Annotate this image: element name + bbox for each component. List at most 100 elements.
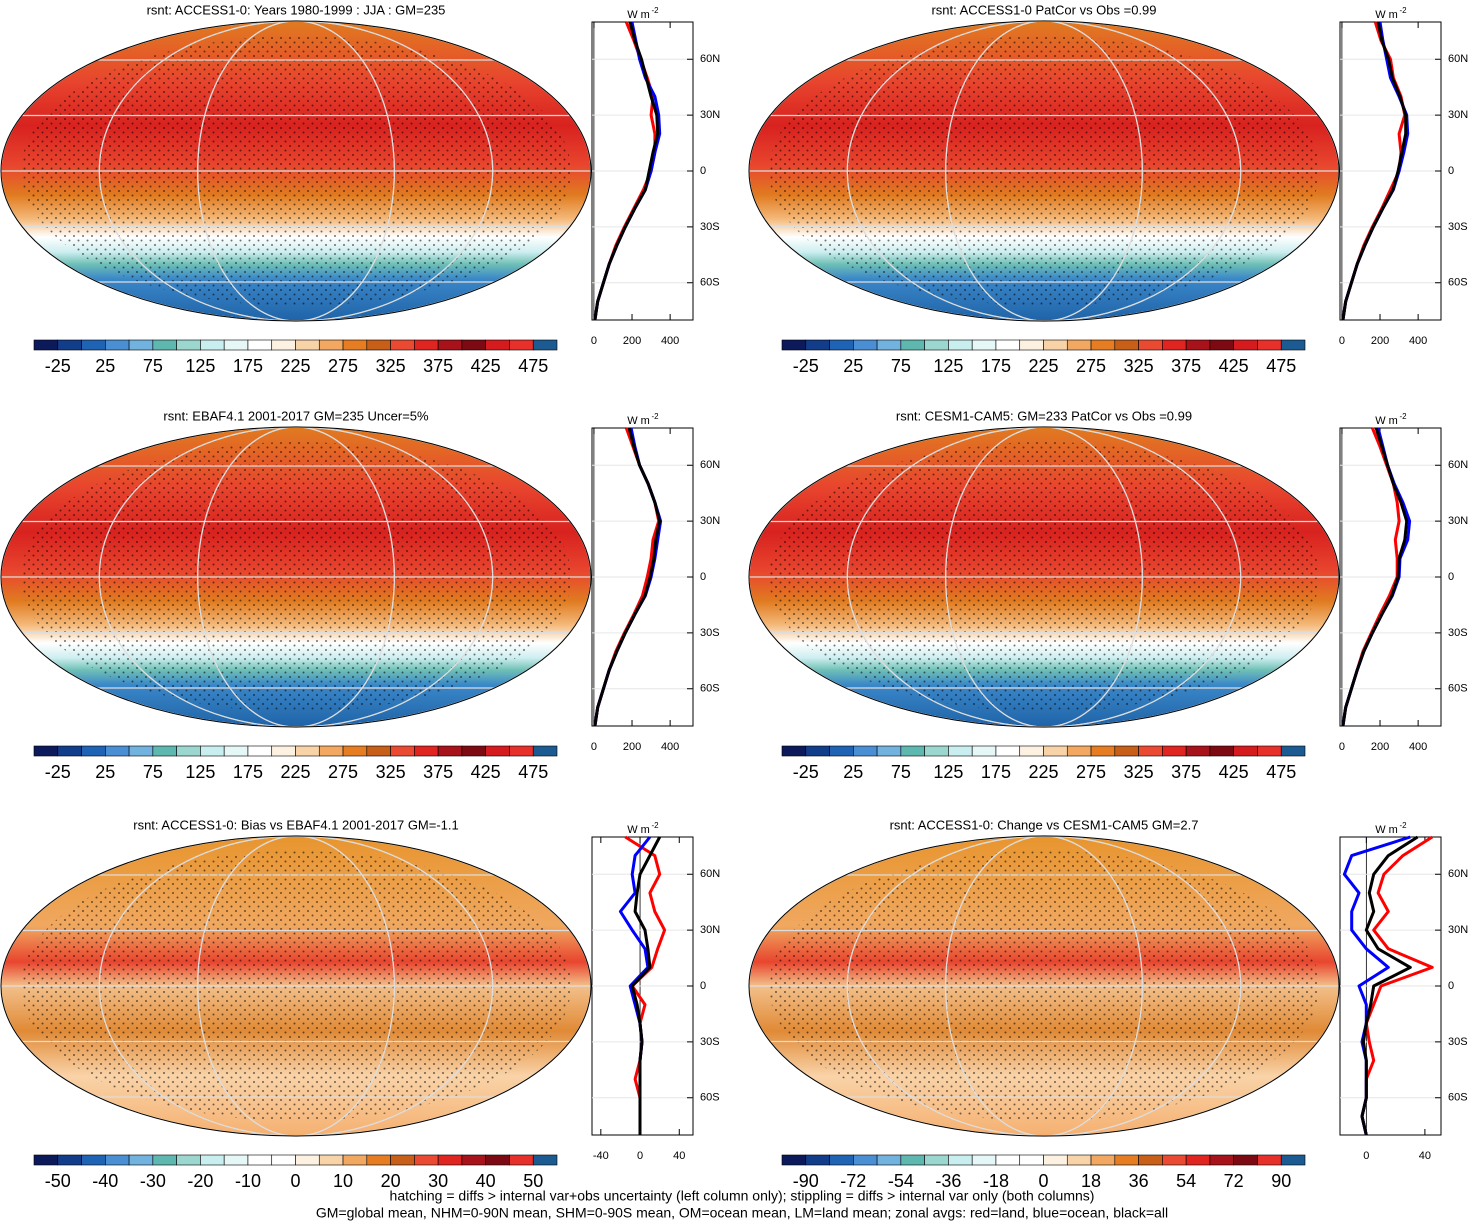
colorbar-box — [342, 339, 368, 351]
colorbar-label: 72 — [1224, 1171, 1244, 1191]
unit-power: -2 — [652, 6, 660, 15]
y-tick-label: 30N — [1448, 109, 1468, 121]
colorbar-box — [81, 339, 106, 351]
colorbar-label: 475 — [518, 356, 548, 376]
colorbar-box — [1043, 745, 1068, 757]
colorbar-label: 225 — [1028, 762, 1058, 782]
colorbar-label: 375 — [423, 762, 453, 782]
x-tick-label: 400 — [661, 741, 679, 753]
colorbar-box — [924, 339, 949, 351]
colorbar-label: 375 — [1171, 356, 1201, 376]
colorbar-box — [1114, 1154, 1139, 1166]
colorbar-label: 75 — [143, 356, 163, 376]
note: GM=global mean, NHM=0-90N mean, SHM=0-90… — [316, 1205, 1168, 1221]
colorbar-box — [461, 1154, 486, 1166]
colorbar-box — [1185, 1154, 1211, 1166]
colorbar-box — [271, 339, 296, 351]
colorbar-label: 175 — [233, 762, 263, 782]
y-tick-label: 30N — [1448, 924, 1468, 936]
colorbar-box — [876, 1154, 902, 1166]
colorbar-box — [829, 1154, 854, 1166]
colorbar-box — [390, 339, 415, 351]
colorbar-box — [853, 339, 878, 351]
colorbar-box — [437, 745, 463, 757]
colorbar-label: -72 — [840, 1171, 866, 1191]
colorbar-box — [900, 745, 925, 757]
y-tick-label: 30N — [700, 515, 720, 527]
colorbar-box — [532, 745, 558, 757]
colorbar-box — [900, 1154, 925, 1166]
colorbar-box — [805, 339, 830, 351]
colorbar-box — [971, 1154, 997, 1166]
colorbar-box — [33, 1154, 59, 1166]
colorbar-box — [200, 339, 225, 351]
colorbar-label: 425 — [471, 356, 501, 376]
colorbar-label: 325 — [1124, 762, 1154, 782]
colorbar-label: 25 — [95, 356, 115, 376]
colorbar-box — [200, 745, 225, 757]
colorbar-label: 30 — [428, 1171, 448, 1191]
colorbar-label: -30 — [140, 1171, 166, 1191]
colorbar-label: 225 — [280, 762, 310, 782]
colorbar-box — [200, 1154, 225, 1166]
colorbar-label: -25 — [793, 356, 819, 376]
unit-label: W m — [627, 824, 650, 836]
colorbar-box — [1233, 339, 1258, 351]
profile-line — [1341, 427, 1409, 727]
colorbar-box — [33, 339, 59, 351]
colorbar-box — [1066, 1154, 1092, 1166]
colorbar-label: 10 — [333, 1171, 353, 1191]
colorbar-box — [924, 1154, 949, 1166]
map-border — [748, 20, 1340, 322]
colorbar-label: 25 — [95, 762, 115, 782]
unit-label: W m — [1375, 9, 1398, 21]
x-tick-label: 40 — [673, 1150, 685, 1162]
panel-title: rsnt: ACCESS1-0 PatCor vs Obs =0.99 — [931, 2, 1156, 17]
colorbar-box — [1280, 745, 1306, 757]
colorbar-box — [318, 1154, 344, 1166]
colorbar-box — [247, 1154, 273, 1166]
colorbar-label: 475 — [1266, 356, 1296, 376]
colorbar-label: -18 — [983, 1171, 1009, 1191]
colorbar-box — [1185, 745, 1211, 757]
colorbar-box — [509, 1154, 534, 1166]
colorbar-box — [271, 1154, 296, 1166]
y-tick-label: 60N — [700, 459, 720, 471]
colorbar-box — [1209, 745, 1234, 757]
colorbar-box — [509, 339, 534, 351]
profile-line — [593, 21, 660, 321]
map-border — [0, 426, 592, 728]
colorbar-label: 25 — [843, 356, 863, 376]
x-tick-label: 0 — [1363, 1150, 1369, 1162]
colorbar-label: -54 — [888, 1171, 914, 1191]
colorbar-label: 0 — [290, 1171, 300, 1191]
colorbar-box — [1114, 745, 1139, 757]
colorbar-box — [152, 339, 177, 351]
colorbar-box — [1090, 745, 1116, 757]
unit-label: W m — [1375, 824, 1398, 836]
colorbar-box — [105, 1154, 130, 1166]
colorbar-box — [105, 339, 130, 351]
panel: rsnt: CESM1-CAM5: GM=233 PatCor vs Obs =… — [748, 408, 1468, 782]
colorbar-label: 25 — [843, 762, 863, 782]
colorbar-box — [176, 745, 201, 757]
y-tick-label: 60S — [700, 277, 720, 289]
colorbar-box — [318, 339, 344, 351]
colorbar-label: 225 — [1028, 356, 1058, 376]
colorbar-box — [1090, 1154, 1116, 1166]
colorbar-box — [81, 745, 106, 757]
unit-power: -2 — [1400, 821, 1408, 830]
colorbar-label: -25 — [45, 762, 71, 782]
colorbar-box — [390, 745, 415, 757]
x-tick-label: 400 — [661, 335, 679, 347]
colorbar-box — [1257, 745, 1282, 757]
colorbar-label: -25 — [45, 356, 71, 376]
colorbar-box — [366, 339, 391, 351]
colorbar-box — [152, 745, 177, 757]
colorbar-box — [223, 745, 249, 757]
colorbar-box — [57, 745, 82, 757]
colorbar-box — [223, 1154, 249, 1166]
y-tick-label: 30S — [1448, 221, 1468, 233]
colorbar-box — [1019, 339, 1044, 351]
y-tick-label: 60S — [1448, 277, 1468, 289]
